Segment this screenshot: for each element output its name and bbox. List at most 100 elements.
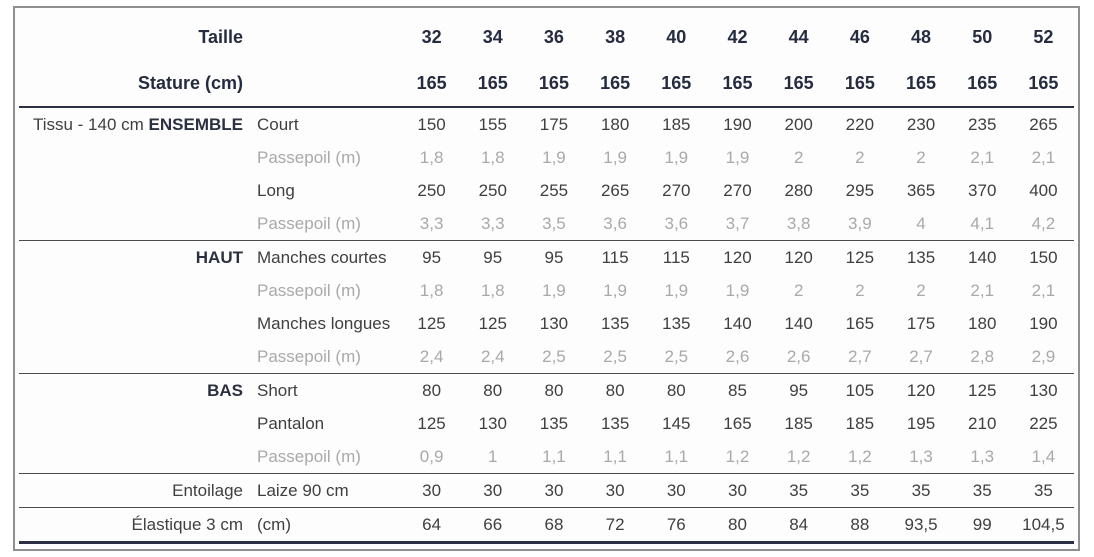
- value-cell: 140: [968, 248, 997, 267]
- value-cell: 220: [845, 115, 875, 134]
- value-cell: 30: [483, 481, 503, 500]
- value-cell: 2,5: [603, 347, 627, 366]
- row-label: Passepoil (m): [257, 148, 361, 167]
- value-cell: 1,9: [603, 148, 627, 167]
- value-cell: 3,3: [419, 214, 444, 233]
- value-cell: 2: [916, 148, 926, 167]
- value-cell: 80: [422, 381, 442, 400]
- value-cell: 4,1: [970, 214, 995, 233]
- value-cell: 185: [845, 414, 875, 433]
- group-label-bold: ENSEMBLE: [148, 115, 243, 134]
- value-cell: 1,3: [970, 447, 995, 466]
- value-cell: 2,1: [970, 148, 995, 167]
- stature-value-cell: 165: [1028, 73, 1059, 93]
- table-row: Passepoil (m) 3,3 3,3 3,5 3,6 3,6 3,7 3,8 3,9 4 4,…: [17, 207, 1074, 240]
- value-cell: 250: [417, 181, 446, 200]
- value-cell: 76: [666, 515, 686, 534]
- value-cell: 1,8: [419, 281, 444, 300]
- size-chart-table: Taille 32 34 36 38 40 42 44 46 48 50 52 Stature (c…: [13, 6, 1080, 551]
- row-label: Long: [257, 181, 295, 200]
- value-cell: 115: [601, 248, 629, 267]
- value-cell: 105: [845, 381, 875, 400]
- value-cell: 190: [1029, 314, 1058, 333]
- value-cell: 140: [784, 314, 813, 333]
- value-cell: 130: [478, 414, 507, 433]
- group-label: Élastique 3 cm: [131, 515, 244, 534]
- size-header-cell: 34: [482, 27, 503, 47]
- value-cell: 30: [666, 481, 686, 500]
- table-group: Élastique 3 cm (cm) 64 66 68 72 76 80 84 88 93,5 99…: [17, 508, 1074, 541]
- stature-value-cell: 165: [967, 73, 998, 93]
- value-cell: 30: [605, 481, 625, 500]
- size-header-cell: 32: [421, 27, 442, 47]
- table-row: Passepoil (m) 0,9 1 1,1 1,1 1,1 1,2 1,2 1,2 1,3 1,…: [17, 440, 1074, 473]
- value-cell: 4: [916, 214, 926, 233]
- size-header-cell: 52: [1033, 27, 1054, 47]
- table-row: Passepoil (m) 1,8 1,8 1,9 1,9 1,9 1,9 2 2 2 2,1 2,1: [17, 141, 1074, 174]
- value-cell: 2: [855, 281, 865, 300]
- row-label: Pantalon: [257, 414, 325, 433]
- value-cell: 2,7: [909, 347, 933, 366]
- value-cell: 120: [723, 248, 752, 267]
- value-cell: 2,1: [970, 281, 995, 300]
- value-cell: 265: [1029, 115, 1058, 134]
- size-header-cell: 36: [543, 27, 564, 47]
- value-cell: 280: [784, 181, 813, 200]
- value-cell: 1,2: [786, 447, 811, 466]
- group-label-bold: BAS: [207, 381, 243, 400]
- value-cell: 265: [600, 181, 630, 200]
- value-cell: 120: [784, 248, 813, 267]
- value-cell: 95: [483, 248, 503, 267]
- value-cell: 3,8: [786, 214, 811, 233]
- value-cell: 99: [972, 515, 992, 534]
- size-header-cell: 40: [666, 27, 687, 47]
- value-cell: 80: [666, 381, 686, 400]
- value-cell: 35: [1033, 481, 1053, 500]
- value-cell: 175: [539, 115, 569, 134]
- table-row: Pantalon 125 130 135 135 145 165 185 185 195 210 22…: [17, 407, 1074, 440]
- value-cell: 2: [855, 148, 865, 167]
- value-cell: 190: [723, 115, 752, 134]
- row-label: Court: [257, 115, 299, 134]
- group-label: Entoilage: [172, 481, 243, 500]
- value-cell: 125: [845, 248, 875, 267]
- value-cell: 1,9: [725, 148, 750, 167]
- group-label: Tissu - 140 cm ENSEMBLE: [32, 115, 243, 134]
- value-cell: 0,9: [419, 447, 444, 466]
- value-cell: 365: [906, 181, 936, 200]
- value-cell: 1,9: [542, 148, 566, 167]
- value-cell: 3,5: [542, 214, 566, 233]
- value-cell: 2: [916, 281, 926, 300]
- value-cell: 195: [906, 414, 936, 433]
- value-cell: 95: [789, 381, 809, 400]
- group-divider: [19, 373, 1074, 374]
- row-label: Short: [257, 381, 298, 400]
- value-cell: 1,9: [664, 281, 689, 300]
- table-row: BAS Short 80 80 80 80 80 85 95 105 120 125 130: [17, 374, 1074, 407]
- value-cell: 120: [906, 381, 936, 400]
- value-cell: 1,9: [725, 281, 750, 300]
- value-cell: 95: [422, 248, 442, 267]
- value-cell: 2,4: [419, 347, 444, 366]
- value-cell: 135: [600, 314, 630, 333]
- value-cell: 1,3: [909, 447, 933, 466]
- value-cell: 35: [911, 481, 931, 500]
- row-label: Passepoil (m): [257, 214, 361, 233]
- value-cell: 125: [968, 381, 997, 400]
- header-divider: [19, 106, 1074, 108]
- value-cell: 2,1: [1031, 148, 1056, 167]
- size-header-cell: 46: [849, 27, 870, 47]
- value-cell: 1,8: [480, 148, 505, 167]
- value-cell: 1,9: [603, 281, 627, 300]
- size-header-cell: 38: [605, 27, 626, 47]
- value-cell: 1,1: [542, 447, 566, 466]
- row-label: Laize 90 cm: [257, 481, 349, 500]
- value-cell: 80: [483, 381, 503, 400]
- value-cell: 2,1: [1031, 281, 1056, 300]
- value-cell: 180: [968, 314, 997, 333]
- table-row: HAUT Manches courtes 95 95 95 115 115 120 120 125…: [17, 241, 1074, 274]
- value-cell: 270: [723, 181, 752, 200]
- size-header-cell: 44: [788, 27, 809, 47]
- value-cell: 135: [662, 314, 691, 333]
- table-group: Entoilage Laize 90 cm 30 30 30 30 30 30 35 35 35 35…: [17, 474, 1074, 507]
